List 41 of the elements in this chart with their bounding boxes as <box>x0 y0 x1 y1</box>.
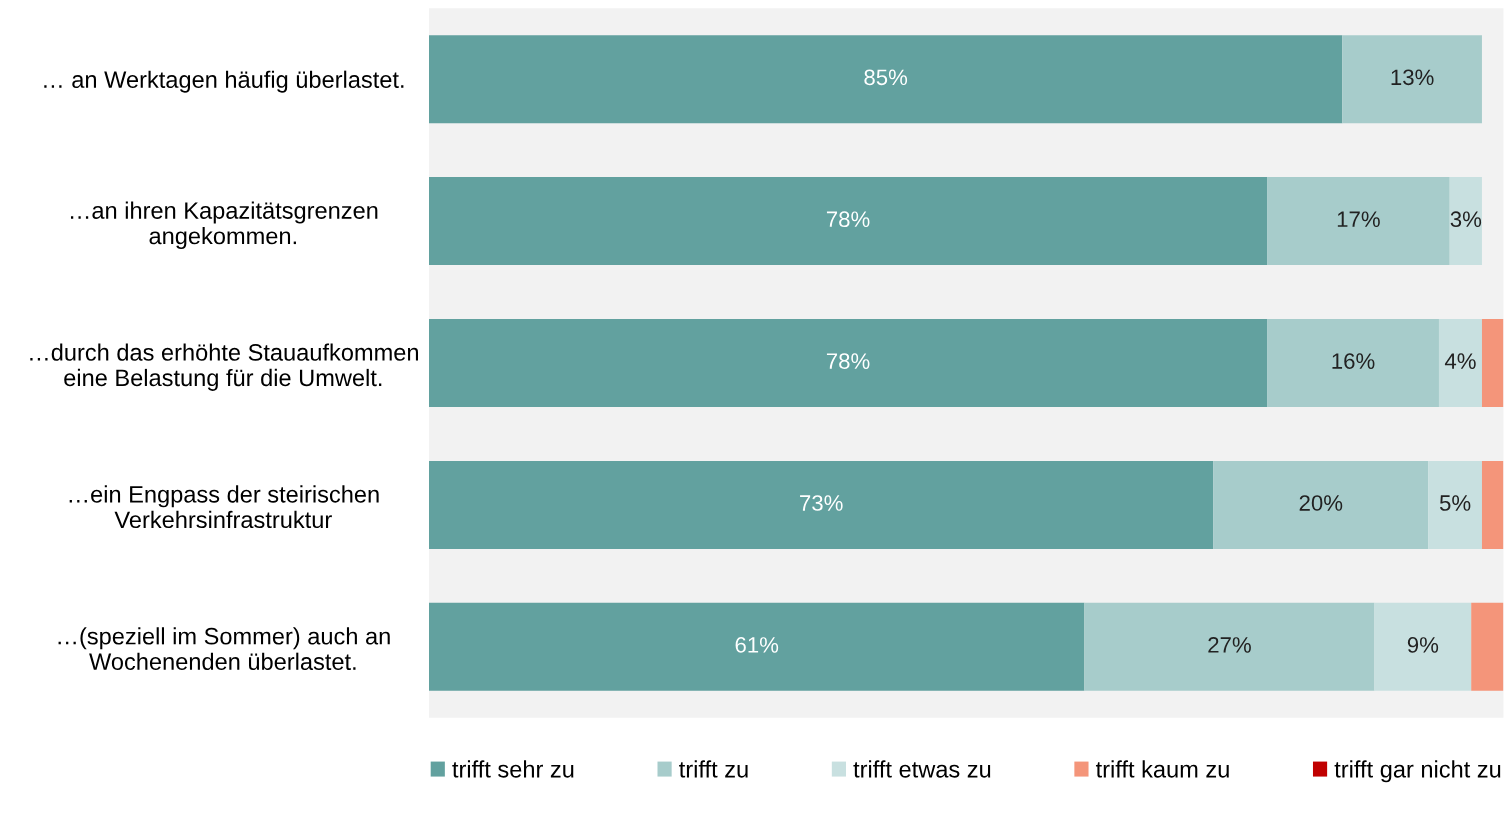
bar <box>1342 35 1482 124</box>
data-label: 61% <box>735 637 779 653</box>
bar <box>1428 460 1482 549</box>
y-tick-label: …durch das erhöhte Stauaufkommen eine Belastung für die Umwelt. <box>30 343 419 391</box>
legend-label: trifft gar nicht zu <box>1334 760 1501 783</box>
legend-label: trifft kaum zu <box>1095 760 1229 778</box>
data-label: 13% <box>1391 69 1434 86</box>
data-label: 78% <box>826 211 870 228</box>
data-label: 4% <box>1444 353 1476 369</box>
data-label: 20% <box>1299 495 1343 511</box>
data-label: 27% <box>1208 637 1251 653</box>
y-tick-label: …(speziell im Sommer) auch an Wochenenden überlastet. <box>58 627 390 671</box>
data-label: 3% <box>1450 211 1482 228</box>
bar <box>1084 602 1375 691</box>
legend-label: trifft sehr zu <box>452 760 574 778</box>
data-label: 17% <box>1337 211 1380 227</box>
data-label: 9% <box>1407 637 1439 653</box>
bar <box>1374 602 1472 691</box>
y-tick-label: … an Werktagen häufig überlastet. <box>44 70 404 93</box>
legend-label: trifft zu <box>679 760 748 778</box>
y-tick-label: …ein Engpass der steirischen Verkehrsinfrastruktur <box>69 485 379 529</box>
data-label: 73% <box>800 495 843 511</box>
y-tick-label: …an ihren Kapazitätsgrenzen angekommen. <box>70 201 378 249</box>
bar <box>1438 319 1482 407</box>
bar <box>429 602 1085 691</box>
bar <box>429 319 1268 407</box>
bar <box>429 177 1268 266</box>
legend-label: trifft etwas zu <box>853 760 991 778</box>
bar <box>1267 319 1439 407</box>
data-label: 16% <box>1332 353 1375 369</box>
data-label: 85% <box>864 69 908 86</box>
bar <box>1267 177 1450 266</box>
bar <box>429 35 1343 124</box>
bar <box>1213 460 1429 549</box>
bar <box>1481 460 1504 549</box>
bar <box>429 460 1214 549</box>
bar <box>1471 602 1504 691</box>
data-label: 5% <box>1439 495 1471 511</box>
data-label: 78% <box>826 353 870 369</box>
bar <box>1449 177 1482 266</box>
bar <box>1481 319 1504 407</box>
